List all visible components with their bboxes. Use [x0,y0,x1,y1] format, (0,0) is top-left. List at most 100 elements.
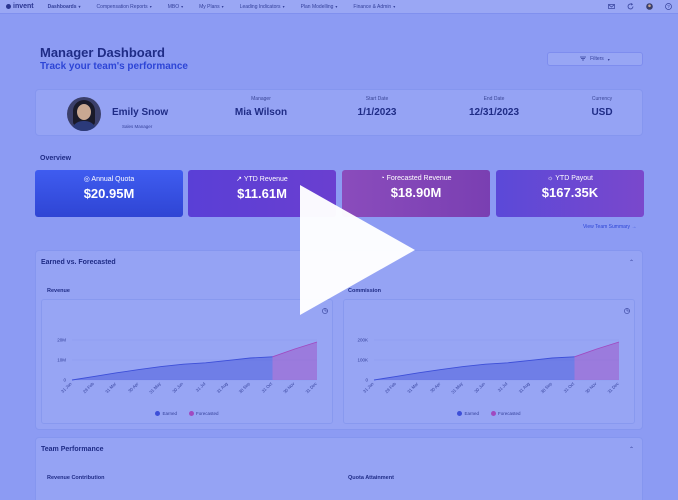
nav-item-my-plans[interactable]: My Plans ▾ [199,4,224,10]
overview-label: Overview [40,155,72,162]
kpi-ytd-payout[interactable]: ☼ YTD Payout $167.35K [496,170,644,217]
x-tick-label: 30 Nov [282,381,296,395]
arrow-right-icon: → [631,224,637,230]
revenue-contribution-title: Revenue Contribution [47,475,105,481]
help-icon[interactable]: ? [664,3,672,11]
chart-legend: Earned Forecasted [344,411,634,416]
kpi-label: YTD Revenue [243,176,288,183]
app-logo[interactable]: invent [6,3,34,10]
chevron-up-icon[interactable]: ⌃ [628,260,634,266]
x-tick-label: 30 Apr [429,381,442,394]
pie-icon: ◔ [380,175,385,182]
x-tick-label: 30 Sep [540,381,554,395]
x-tick-label: 31 Jul [497,381,509,393]
x-tick-label: 31 May [450,381,464,395]
series-area-forecasted [272,342,317,380]
view-team-summary-link[interactable]: View Team Summary → [583,224,636,230]
nav-item-leading-indicators[interactable]: Leading Indicators ▾ [240,4,285,10]
play-icon[interactable] [300,185,415,315]
coin-icon: ☼ [547,175,554,182]
nav-item-label: Leading Indicators [239,3,281,10]
trend-icon: ↗ [236,176,243,183]
nav-item-compensation-reports[interactable]: Compensation Reports ▾ [97,4,152,10]
chevron-up-icon[interactable]: ⌃ [628,447,634,453]
y-tick-label: 20M [57,338,66,343]
filter-icon [580,56,587,63]
chevron-down-icon: ▾ [335,3,338,9]
legend-earned[interactable]: Earned [457,411,479,416]
nav-item-label: Dashboards [47,3,77,10]
logo-mark-icon [6,4,11,9]
revenue-chart: 0 10M 20M 31 Jan 28 Feb 31 Mar 30 Apr 31 May 30 … [41,299,333,424]
kpi-value: $18.90M [390,185,442,200]
legend-earned[interactable]: Earned [155,411,177,416]
commission-chart-title: Commission [348,288,382,294]
x-tick-label: 31 Aug [216,381,229,394]
avatar [67,97,101,131]
x-tick-label: 30 Jun [171,381,184,394]
chevron-down-icon: ▾ [607,56,610,62]
kpi-annual-quota[interactable]: ◎ Annual Quota $20.95M [35,170,183,217]
x-tick-label: 30 Sep [238,381,252,395]
kpi-label: YTD Payout [555,175,593,182]
commission-chart-svg: 0 100K 200K 31 Jan 28 Feb 31 Mar 30 Apr 31 May 3… [357,308,630,395]
chevron-down-icon: ▾ [221,3,224,9]
nav-item-dashboards[interactable]: Dashboards ▾ [48,4,81,10]
chart-legend: Earned Forecasted [42,411,332,416]
nav-item-label: Finance & Admin [353,3,392,10]
series-line-forecasted [574,341,620,358]
profile-field-currency: Currency USD [570,96,634,118]
card-title: Earned vs. Forecasted [41,259,116,266]
x-tick-label: 31 Mar [104,381,117,394]
nav-item-label: MBO [167,3,180,10]
field-label: Currency [591,96,613,102]
field-value: USD [591,107,613,118]
y-tick-label: 200K [357,338,368,343]
field-value: Mia Wilson [234,107,288,118]
y-tick-label: 0 [365,378,368,383]
nav-item-label: Plan Modelling [300,3,334,10]
x-tick-label: 28 Feb [384,381,397,394]
quota-attainment-title: Quota Attainment [348,475,394,481]
team-performance-card: Team Performance ⌃ Revenue Contribution … [35,437,643,500]
user-avatar-icon[interactable] [645,3,653,11]
profile-name: Emily Snow [112,107,169,118]
nav-item-finance-admin[interactable]: Finance & Admin ▾ [353,4,395,10]
x-tick-label: 30 Jun [473,381,486,394]
x-tick-label: 31 Aug [518,381,531,394]
x-tick-label: 31 May [148,381,162,395]
series-area-earned [374,356,575,380]
commission-chart: 0 100K 200K 31 Jan 28 Feb 31 Mar 30 Apr 31 May 3… [343,299,635,424]
expand-icon [322,308,328,314]
series-line-earned [71,356,273,381]
filters-label: Filters [590,56,604,62]
x-tick-label: 31 Jan [362,381,375,394]
revenue-chart-title: Revenue [47,288,70,294]
filters-button[interactable]: Filters ▾ [547,52,643,66]
y-tick-label: 100K [357,358,368,363]
expand-icon [624,308,630,314]
field-value: 1/1/2023 [357,107,397,118]
refresh-icon[interactable] [626,3,634,11]
page-subtitle: Track your team's performance [40,61,188,72]
x-tick-label: 28 Feb [82,381,95,394]
x-tick-label: 30 Apr [127,381,140,394]
mail-icon[interactable] [607,3,615,11]
link-label: View Team Summary [583,224,631,230]
x-tick-label: 31 Jul [195,381,207,393]
legend-forecasted[interactable]: Forecasted [189,411,219,416]
nav-item-plan-modelling[interactable]: Plan Modelling ▾ [301,4,338,10]
kpi-label: Forecasted Revenue [386,175,452,182]
legend-forecasted[interactable]: Forecasted [491,411,521,416]
field-label: Start Date [365,96,389,102]
kpi-value: $167.35K [541,185,599,200]
card-title: Team Performance [41,446,104,453]
nav-item-mbo[interactable]: MBO ▾ [168,4,183,10]
profile-field-start-date: Start Date 1/1/2023 [332,96,422,118]
y-tick-label: 0 [63,378,66,383]
x-tick-label: 31 Mar [406,381,419,394]
series-area-forecasted [574,342,619,380]
kpi-value: $11.61M [237,186,287,201]
kpi-forecasted-revenue[interactable]: ◔ Forecasted Revenue $18.90M [342,170,490,217]
x-tick-label: 31 Dec [607,381,621,395]
